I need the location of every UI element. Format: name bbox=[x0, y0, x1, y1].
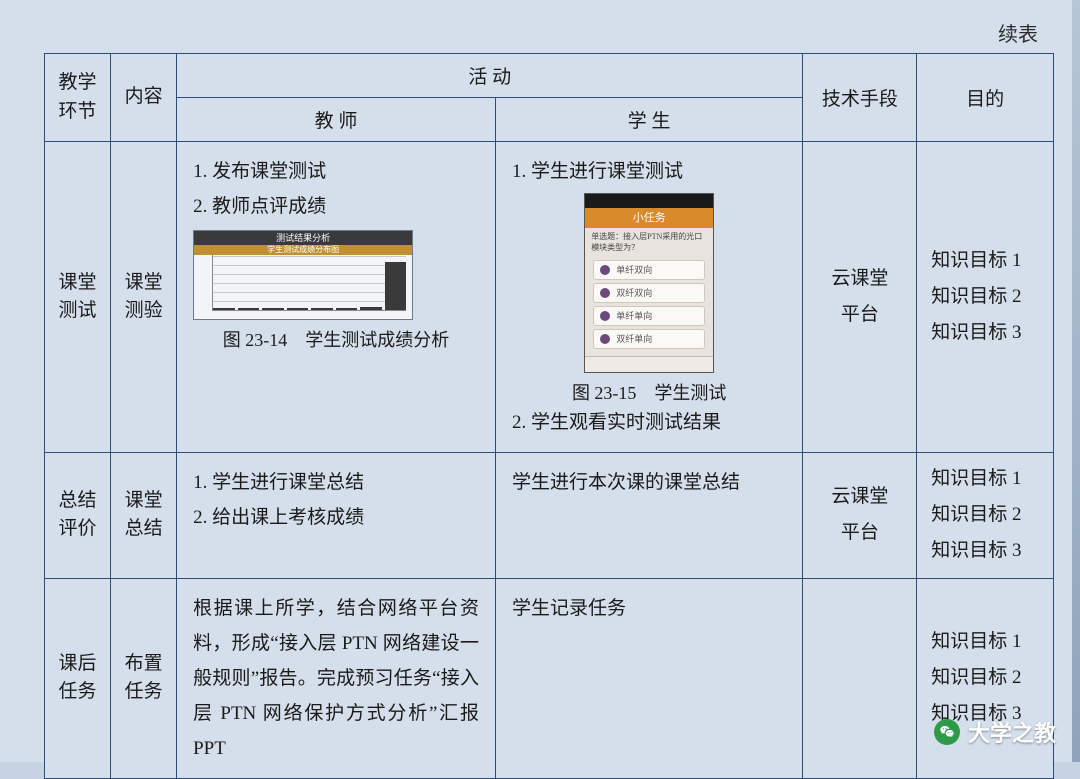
tech-line: 云课堂 bbox=[813, 261, 906, 297]
phone-option: 双纤单向 bbox=[593, 329, 705, 349]
chart-bar bbox=[238, 308, 260, 310]
phone-statusbar bbox=[585, 194, 713, 208]
header-teacher: 教 师 bbox=[177, 98, 496, 142]
teacher-line: 2. 教师点评成绩 bbox=[193, 189, 479, 224]
teacher-line: 1. 学生进行课堂总结 bbox=[193, 465, 479, 500]
cell-phase: 课堂测试 bbox=[45, 142, 111, 453]
goal-line: 知识目标 3 bbox=[931, 533, 1043, 569]
chart-bars bbox=[212, 255, 406, 311]
goal-line: 知识目标 1 bbox=[931, 461, 1043, 497]
score-analysis-chart: 测试结果分析 学生测试成绩分布图 bbox=[193, 230, 413, 320]
phone-options: 单纤双向双纤双向单纤单向双纤单向 bbox=[585, 260, 713, 349]
lesson-plan-table: 教学环节 内容 活 动 技术手段 目的 教 师 学 生 课堂测试 课堂测验 1.… bbox=[44, 53, 1054, 779]
goal-line: 知识目标 1 bbox=[931, 243, 1043, 279]
chart-bar bbox=[287, 308, 309, 310]
tech-line: 平台 bbox=[813, 515, 906, 551]
table-row: 课后任务 布置任务 根据课上所学，结合网络平台资料，形成“接入层 PTN 网络建… bbox=[45, 578, 1054, 779]
header-tech: 技术手段 bbox=[803, 54, 917, 142]
phone-option-label: 双纤双向 bbox=[616, 286, 652, 299]
cell-content: 布置任务 bbox=[111, 578, 177, 779]
student-line: 2. 学生观看实时测试结果 bbox=[512, 405, 786, 440]
phone-question: 单选题：接入层PTN采用的光口模块类型为？ bbox=[585, 228, 713, 257]
radio-dot-icon bbox=[600, 334, 610, 344]
header-phase: 教学环节 bbox=[45, 54, 111, 142]
cell-teacher: 根据课上所学，结合网络平台资料，形成“接入层 PTN 网络建设一般规则”报告。完… bbox=[177, 578, 496, 779]
student-line: 1. 学生进行课堂测试 bbox=[512, 154, 786, 189]
cell-content: 课堂测验 bbox=[111, 142, 177, 453]
cell-goal: 知识目标 1 知识目标 2 知识目标 3 bbox=[917, 578, 1054, 779]
phone-option: 单纤单向 bbox=[593, 306, 705, 326]
chart-bar bbox=[213, 308, 235, 310]
teacher-line: 1. 发布课堂测试 bbox=[193, 154, 479, 189]
wechat-icon bbox=[934, 719, 960, 745]
chart-bar bbox=[311, 308, 333, 310]
cell-goal: 知识目标 1 知识目标 2 知识目标 3 bbox=[917, 453, 1054, 578]
goal-line: 知识目标 3 bbox=[931, 315, 1043, 351]
goal-line: 知识目标 2 bbox=[931, 497, 1043, 533]
cell-tech: 云课堂 平台 bbox=[803, 142, 917, 453]
tech-line: 平台 bbox=[813, 297, 906, 333]
cell-goal: 知识目标 1 知识目标 2 知识目标 3 bbox=[917, 142, 1054, 453]
figure-caption: 图 23-14 学生测试成绩分析 bbox=[193, 326, 479, 352]
continued-label: 续表 bbox=[44, 18, 1038, 47]
cell-content: 课堂总结 bbox=[111, 453, 177, 578]
goal-line: 知识目标 2 bbox=[931, 279, 1043, 315]
tech-line: 云课堂 bbox=[813, 479, 906, 515]
phone-option-label: 双纤单向 bbox=[616, 332, 652, 345]
figure-caption: 图 23-15 学生测试 bbox=[512, 379, 786, 405]
radio-dot-icon bbox=[600, 311, 610, 321]
radio-dot-icon bbox=[600, 265, 610, 275]
phone-navbar: 小任务 bbox=[585, 208, 713, 228]
right-edge-artifact bbox=[1072, 0, 1080, 762]
cell-student: 学生进行本次课的课堂总结 bbox=[495, 453, 802, 578]
page-root: 续表 教学环节 内容 活 动 技术手段 目的 教 师 学 生 课堂测试 课堂测验… bbox=[0, 0, 1080, 762]
header-student: 学 生 bbox=[495, 98, 802, 142]
table-row: 课堂测试 课堂测验 1. 发布课堂测试 2. 教师点评成绩 测试结果分析 学生测… bbox=[45, 142, 1054, 453]
chart-bar bbox=[360, 307, 382, 310]
cell-tech: 云课堂 平台 bbox=[803, 453, 917, 578]
watermark-text: 大学之教 bbox=[968, 716, 1056, 748]
radio-dot-icon bbox=[600, 288, 610, 298]
cell-student: 1. 学生进行课堂测试 小任务 单选题：接入层PTN采用的光口模块类型为？ 单纤… bbox=[495, 142, 802, 453]
teacher-line: 2. 给出课上考核成绩 bbox=[193, 500, 479, 535]
header-activity: 活 动 bbox=[177, 54, 803, 98]
goal-line: 知识目标 2 bbox=[931, 660, 1043, 696]
student-test-phone: 小任务 单选题：接入层PTN采用的光口模块类型为？ 单纤双向双纤双向单纤单向双纤… bbox=[584, 193, 714, 373]
chart-bar bbox=[262, 308, 284, 310]
cell-student: 学生记录任务 bbox=[495, 578, 802, 779]
student-line: 学生记录任务 bbox=[512, 591, 786, 626]
table-row: 总结评价 课堂总结 1. 学生进行课堂总结 2. 给出课上考核成绩 学生进行本次… bbox=[45, 453, 1054, 578]
phone-option: 双纤双向 bbox=[593, 283, 705, 303]
cell-teacher: 1. 发布课堂测试 2. 教师点评成绩 测试结果分析 学生测试成绩分布图 图 2… bbox=[177, 142, 496, 453]
cell-phase: 课后任务 bbox=[45, 578, 111, 779]
chart-title: 测试结果分析 bbox=[194, 231, 412, 245]
chart-bar bbox=[336, 308, 358, 310]
teacher-paragraph: 根据课上所学，结合网络平台资料，形成“接入层 PTN 网络建设一般规则”报告。完… bbox=[193, 591, 479, 767]
phone-option: 单纤双向 bbox=[593, 260, 705, 280]
cell-tech bbox=[803, 578, 917, 779]
phone-option-label: 单纤单向 bbox=[616, 309, 652, 322]
phone-option-label: 单纤双向 bbox=[616, 263, 652, 276]
goal-line: 知识目标 1 bbox=[931, 624, 1043, 660]
watermark: 大学之教 bbox=[934, 716, 1056, 748]
cell-phase: 总结评价 bbox=[45, 453, 111, 578]
header-content: 内容 bbox=[111, 54, 177, 142]
chart-bar bbox=[385, 262, 407, 311]
cell-teacher: 1. 学生进行课堂总结 2. 给出课上考核成绩 bbox=[177, 453, 496, 578]
phone-bottom-bar bbox=[585, 356, 713, 372]
chart-subtitle: 学生测试成绩分布图 bbox=[194, 245, 412, 255]
header-goal: 目的 bbox=[917, 54, 1054, 142]
student-line: 学生进行本次课的课堂总结 bbox=[512, 465, 786, 500]
